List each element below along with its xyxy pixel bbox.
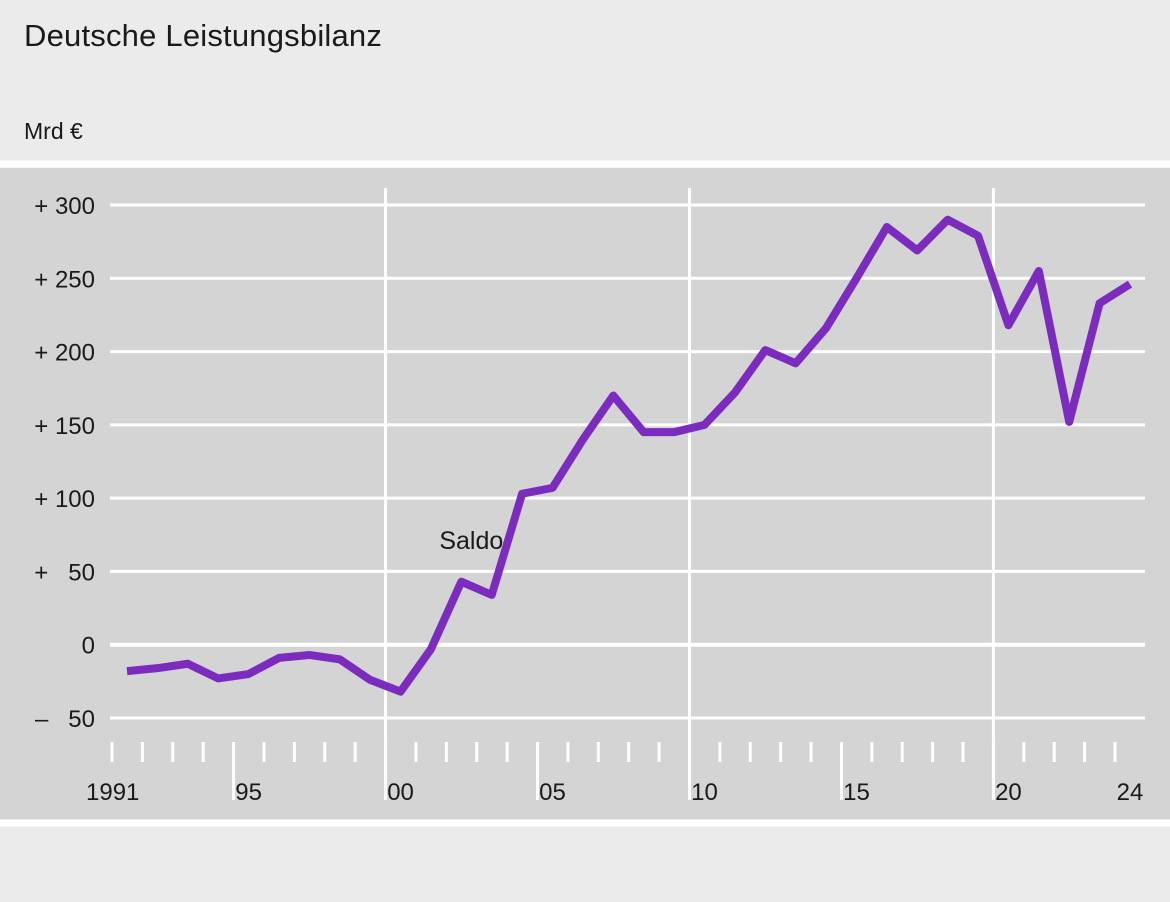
y-tick-label: + 200 (34, 340, 95, 367)
series-line-0 (126, 215, 1133, 696)
x-axis-labels: 1991 95 00 05 10 15 20 24 (86, 779, 1143, 806)
x-tick-label: 24 (1117, 779, 1144, 806)
x-axis-year-ticks (110, 742, 1117, 800)
x-tick-label: 20 (995, 779, 1022, 806)
annotations: Saldo (439, 527, 503, 555)
series-group (126, 215, 1133, 696)
y-tick-label: + 250 (34, 266, 95, 293)
x-tick-label: 10 (691, 779, 718, 806)
chart-title: Deutsche Leistungsbilanz (24, 18, 383, 53)
plot-area (0, 168, 1170, 820)
y-axis-ticks: + 300 + 250 + 200 + 150 + 100 + 50 0 – 50 (34, 193, 95, 733)
series-label-saldo: Saldo (439, 527, 503, 555)
y-tick-label: + 300 (34, 193, 95, 220)
y-tick-label: + 100 (34, 486, 95, 513)
y-axis-unit: Mrd € (24, 118, 83, 144)
y-tick-label: + 50 (34, 559, 95, 586)
x-tick-label: 15 (843, 779, 870, 806)
y-tick-label: – 50 (35, 706, 95, 733)
y-tick-label: + 150 (34, 413, 95, 440)
horizontal-gridlines (110, 203, 1145, 720)
x-tick-label: 1991 (86, 779, 139, 806)
x-tick-label: 95 (235, 779, 262, 806)
x-tick-label: 00 (387, 779, 414, 806)
x-tick-label: 05 (539, 779, 566, 806)
y-tick-label: 0 (82, 633, 95, 660)
